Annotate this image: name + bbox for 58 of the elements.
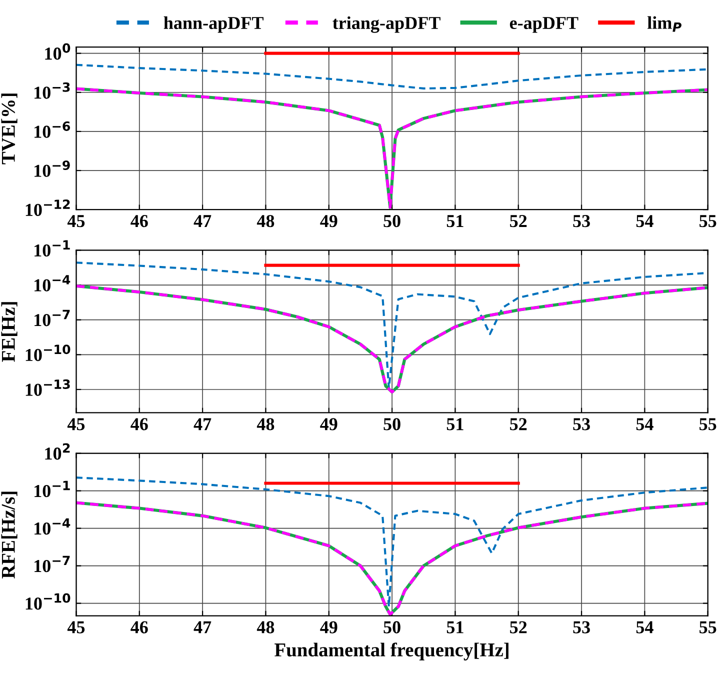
x-tick-label: 54 [636,621,654,634]
y-tick-label: 10$^{2}$ [45,443,70,460]
x-tick-label: 45 [67,621,85,634]
y-tick-label: 10$^{−7}$ [34,556,70,572]
x-tick-label: 52 [510,215,527,228]
x-tick-label: 46 [130,418,148,430]
x-tick-label: 54 [636,215,654,228]
y-tick-label: 10$^{−13}$ [26,379,70,396]
legend-label: lim$_{P}$ [647,16,682,32]
y-axis-title: FE[Hz] [1,302,18,362]
x-tick-label: 52 [510,418,527,430]
y-tick-label: 10$^{−1}$ [34,240,70,257]
x-tick-label: 50 [384,621,400,634]
x-tick-label: 51 [446,621,464,634]
x-tick-label: 46 [130,621,148,634]
y-axis-title: RFE[Hz/s] [1,492,18,579]
x-tick-label: 53 [573,621,590,634]
x-tick-label: 55 [700,621,716,634]
y-tick-label: 10$^{−1}$ [34,480,70,498]
x-tick-label: 48 [256,418,274,430]
x-tick-label: 48 [256,621,274,634]
y-tick-label: 10$^{−3}$ [34,82,70,99]
x-tick-label: 54 [636,418,654,430]
x-tick-label: 49 [320,418,338,430]
line-series [76,476,708,608]
x-tick-label: 48 [256,214,274,228]
x-tick-label: 45 [67,418,85,430]
legend-label: hann-apDFT [164,16,264,33]
x-tick-label: 45 [67,215,85,228]
legend-label: triang-apDFT [332,16,440,33]
y-tick-label: 10$^{0}$ [45,43,70,60]
x-tick-label: 46 [130,215,148,228]
y-axis-title: TVE[%] [1,94,18,164]
y-tick-label: 10$^{−10}$ [26,344,70,362]
x-tick-label: 47 [194,215,212,227]
y-tick-label: 10$^{−7}$ [34,310,70,326]
x-tick-label: 47 [194,621,212,634]
x-axis-title: Fundamental frequency[Hz] [274,642,508,660]
y-tick-label: 10$^{−4}$ [34,275,70,292]
y-tick-label: 10$^{−12}$ [26,200,70,216]
x-tick-label: 50 [384,418,400,430]
legend-label: e-apDFT [510,17,578,33]
x-tick-label: 51 [446,418,464,430]
x-tick-label: 50 [384,214,400,228]
line-series [76,64,708,90]
y-tick-label: 10$^{−10}$ [26,593,70,610]
x-tick-label: 49 [320,215,338,228]
x-tick-label: 51 [446,215,464,228]
x-tick-label: 52 [510,621,527,634]
x-tick-label: 55 [700,215,716,228]
x-tick-label: 49 [320,621,338,634]
y-tick-label: 10$^{−9}$ [34,160,70,177]
x-tick-label: 55 [700,418,716,430]
x-tick-label: 53 [573,215,590,228]
x-tick-label: 53 [573,418,590,430]
x-tick-label: 47 [194,418,212,430]
y-tick-label: 10$^{−4}$ [34,518,70,535]
y-tick-label: 10$^{−6}$ [34,121,70,138]
